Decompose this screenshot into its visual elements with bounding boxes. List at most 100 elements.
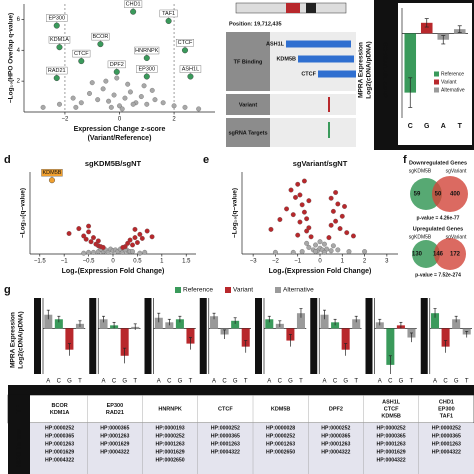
annotation-box xyxy=(107,60,126,69)
annotation-label: KDM5B xyxy=(42,170,61,176)
highlight-point xyxy=(97,41,104,48)
x-tick-label: 0 xyxy=(318,259,322,265)
y-tick-label: 6 xyxy=(17,17,21,23)
point xyxy=(326,235,332,241)
tf-name: KDM1A xyxy=(50,410,70,416)
annotation-label: KDM1A xyxy=(50,37,69,43)
hpo-term: HP:0001629 xyxy=(100,441,129,447)
x-tick-label: −1 xyxy=(294,259,302,265)
annotation-label: EP300 xyxy=(48,16,65,22)
point xyxy=(57,101,62,107)
x-tick-label: C xyxy=(167,379,172,385)
point xyxy=(350,233,356,239)
bar xyxy=(341,328,350,350)
venn-circle xyxy=(432,176,468,212)
venn-title: Upregulated Genes xyxy=(413,226,463,232)
track-header xyxy=(226,32,270,91)
y-axis-label: MPRA Expression xyxy=(358,42,365,98)
variant-strip xyxy=(365,298,373,374)
column-header: Patient 75 xyxy=(323,387,349,393)
venn-title: Downregulated Genes xyxy=(409,160,467,166)
x-tick-label: 2 xyxy=(172,117,176,123)
legend-label: Reference xyxy=(441,71,464,77)
tf-name: EP300 xyxy=(438,406,455,412)
x-tick-label: A xyxy=(378,379,382,385)
hpo-term: HP:0000365 xyxy=(45,433,74,439)
hpo-term: HP:0001263 xyxy=(377,441,406,447)
point xyxy=(138,94,144,100)
hpo-term: HP:0000365 xyxy=(377,433,406,439)
x-tick-label: C xyxy=(112,379,117,385)
x-tick-label: −1.5 xyxy=(34,259,47,265)
point xyxy=(100,244,106,250)
point xyxy=(125,81,131,87)
point xyxy=(144,228,150,234)
x-tick-label: G xyxy=(67,379,72,385)
point xyxy=(132,235,138,241)
point xyxy=(182,104,188,110)
hpo-term: HP:0000252 xyxy=(432,425,461,431)
legend-swatch xyxy=(434,79,439,85)
bar xyxy=(175,319,184,329)
point xyxy=(171,103,177,109)
point xyxy=(134,240,140,245)
point xyxy=(78,100,84,106)
point xyxy=(293,194,298,200)
x-tick-label: −2 xyxy=(272,259,280,265)
legend-label: Alternative xyxy=(283,287,314,294)
x-tick-label: A xyxy=(267,379,271,385)
x-tick-label: C xyxy=(278,379,283,385)
y-axis-label: −Log₁₀(q−value) xyxy=(20,188,27,238)
hpo-term: HP:0000252 xyxy=(321,425,350,431)
bar xyxy=(320,314,329,329)
legend-swatch xyxy=(275,287,281,293)
highlight-point xyxy=(78,58,85,65)
point xyxy=(108,104,114,110)
annotation-box xyxy=(48,36,71,44)
point xyxy=(103,78,109,84)
panel-label: f xyxy=(403,154,407,166)
tf-name: RAD21 xyxy=(106,410,124,416)
annotation-label: HNRNPK xyxy=(135,48,159,54)
annotation-box xyxy=(41,168,63,177)
point xyxy=(301,178,307,184)
track-name: Variant xyxy=(239,102,258,108)
point xyxy=(328,222,334,228)
x-tick-label: G xyxy=(288,379,293,385)
highlight-point xyxy=(165,17,172,24)
venn-count: 59 xyxy=(414,192,421,198)
hpo-term: HP:0001629 xyxy=(45,449,74,455)
annotation-box xyxy=(179,65,202,73)
hpo-term: HP:0002650 xyxy=(266,449,295,455)
hpo-term: HP:0000252 xyxy=(156,433,185,439)
track-name: sgRNA Targets xyxy=(228,130,267,136)
point xyxy=(127,237,133,243)
x-tick-label: C xyxy=(57,379,62,385)
hpo-term: HP:0004322 xyxy=(45,457,74,463)
bar xyxy=(99,319,108,329)
bar xyxy=(441,328,450,347)
point xyxy=(127,89,133,95)
x-tick-label: 3 xyxy=(385,259,389,265)
hpo-term: HP:0001263 xyxy=(100,433,129,439)
x-tick-label: A xyxy=(441,123,446,130)
point xyxy=(91,235,96,241)
point xyxy=(337,226,343,232)
highlight-point xyxy=(181,47,188,54)
x-tick-label: 0 xyxy=(118,117,122,123)
legend-swatch xyxy=(434,71,439,77)
feature-bar xyxy=(286,40,351,48)
bar xyxy=(296,313,305,329)
bar xyxy=(352,319,361,329)
highlight-point xyxy=(143,55,150,62)
point xyxy=(299,249,305,254)
chart-title: chr22:19712435-CG xyxy=(384,42,390,98)
x-tick-label: C xyxy=(408,123,413,130)
x-tick-label: G xyxy=(178,379,183,385)
feature-bar xyxy=(298,55,354,63)
point xyxy=(130,249,135,254)
x-tick-label: A xyxy=(46,379,50,385)
tf-name: DPF2 xyxy=(329,406,343,412)
variant-marker xyxy=(328,97,330,112)
x-axis-label: Log₂(Expression Fold Change) xyxy=(269,268,372,275)
